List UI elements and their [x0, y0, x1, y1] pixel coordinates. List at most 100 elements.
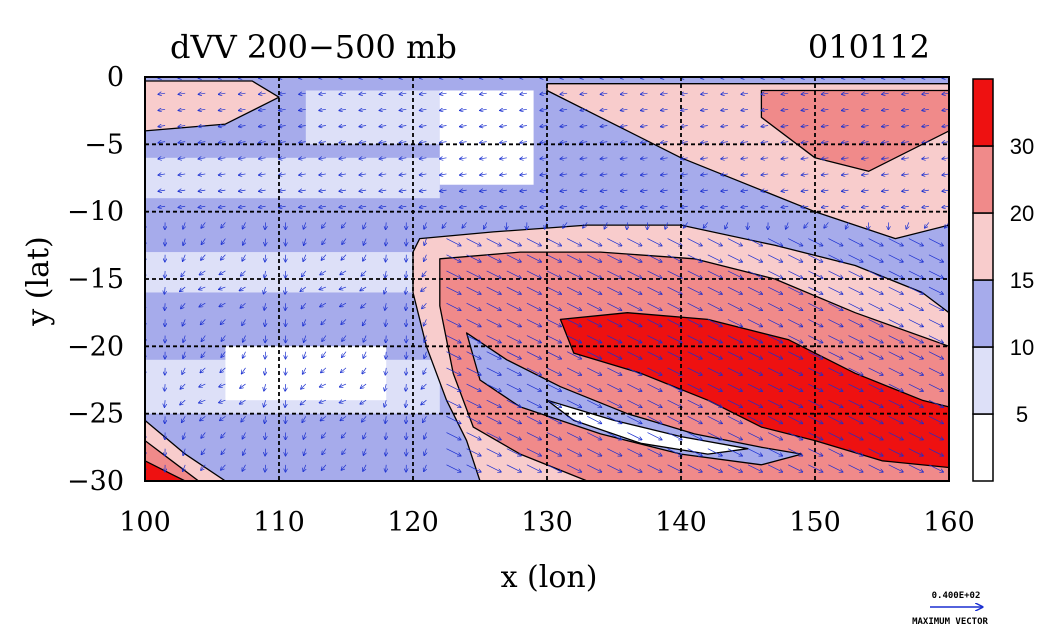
wind-vector — [842, 125, 849, 126]
wind-vector — [641, 109, 648, 110]
wind-vector — [661, 142, 668, 143]
wind-vector — [399, 174, 407, 175]
wind-vector — [384, 286, 386, 294]
wind-vector — [546, 383, 561, 391]
wind-vector — [707, 416, 722, 423]
wind-vector — [183, 432, 185, 440]
wind-vector — [600, 93, 608, 94]
wind-vector — [587, 254, 601, 262]
wind-vector — [888, 351, 903, 359]
light-blue-band — [145, 157, 440, 199]
wind-vector — [321, 254, 327, 260]
wind-vector — [319, 93, 326, 94]
wind-vector — [848, 270, 863, 278]
wind-vector — [727, 448, 742, 456]
wind-vector — [647, 335, 662, 343]
wind-vector — [500, 125, 507, 126]
wind-vector — [221, 238, 226, 245]
wind-vector — [339, 142, 347, 143]
wind-vector — [667, 399, 682, 407]
wind-vector — [687, 367, 702, 375]
wind-vector — [767, 383, 782, 391]
wind-vector — [620, 125, 628, 126]
wind-vector — [928, 432, 943, 440]
wind-vector — [259, 190, 266, 191]
wind-vector — [322, 448, 327, 455]
wind-vector — [566, 464, 581, 472]
wind-vector — [661, 190, 668, 191]
wind-vector — [727, 238, 742, 246]
wind-vector — [821, 125, 829, 126]
wind-vector — [359, 142, 367, 143]
wind-vector — [908, 270, 923, 278]
wind-vector — [319, 109, 326, 110]
wind-vector — [828, 432, 842, 440]
wind-vector — [506, 270, 521, 278]
wind-vector — [707, 302, 722, 310]
wind-vector — [446, 319, 461, 326]
wind-vector — [908, 480, 910, 481]
wind-vector — [384, 400, 386, 407]
wind-vector — [560, 125, 568, 126]
wind-vector — [566, 302, 581, 310]
wind-vector — [948, 448, 949, 450]
wind-vector — [158, 93, 166, 94]
x-tick-label: 110 — [253, 507, 305, 538]
wind-vector — [908, 399, 923, 407]
wind-vector — [788, 254, 802, 262]
wind-vector — [627, 448, 641, 456]
wind-vector — [862, 206, 869, 207]
wind-vector — [201, 254, 206, 260]
wind-vector — [201, 432, 206, 439]
wind-vector — [701, 125, 708, 126]
y-tick-label: −10 — [67, 197, 124, 228]
wind-vector — [506, 464, 521, 472]
reference-vector-value: 0.400E+02 — [932, 591, 981, 601]
wind-vector — [198, 93, 206, 94]
wind-vector — [422, 303, 427, 308]
x-tick-label: 130 — [521, 507, 573, 538]
wind-vector — [239, 142, 246, 143]
wind-vector — [741, 158, 749, 159]
wind-vector — [423, 416, 427, 422]
wind-vector — [741, 190, 749, 191]
wind-vector — [182, 416, 186, 422]
wind-vector — [486, 448, 501, 456]
wind-vector — [241, 270, 246, 276]
wind-vector — [506, 448, 521, 456]
wind-vector — [928, 399, 943, 407]
wind-vector — [363, 254, 367, 261]
wind-vector — [500, 206, 507, 207]
wind-vector — [620, 142, 628, 143]
wind-vector — [948, 367, 949, 369]
wind-vector — [902, 109, 909, 110]
wind-vector — [902, 206, 909, 207]
wind-vector — [788, 351, 802, 359]
wind-vector — [908, 383, 923, 391]
wind-vector — [908, 464, 923, 472]
wind-vector — [342, 351, 347, 358]
wind-vector — [828, 399, 842, 407]
wind-vector — [480, 206, 487, 207]
wind-vector — [440, 174, 447, 175]
wind-vector — [942, 125, 949, 126]
wind-vector — [442, 222, 447, 228]
wind-vector — [360, 383, 367, 388]
wind-vector — [342, 432, 347, 438]
wind-vector — [546, 270, 561, 278]
wind-vector — [466, 351, 481, 359]
wind-vector — [243, 238, 246, 245]
wind-vector — [446, 448, 461, 456]
wind-vector — [259, 125, 266, 126]
wind-vector — [747, 351, 762, 359]
wind-vector — [620, 109, 628, 110]
wind-vector — [607, 432, 621, 440]
wind-vector — [781, 206, 789, 207]
wind-vector — [506, 432, 521, 440]
wind-vector — [320, 302, 327, 306]
wind-vector — [788, 383, 802, 391]
wind-vector — [304, 335, 306, 343]
wind-vector — [627, 254, 641, 262]
wind-vector — [661, 125, 668, 126]
wind-vector — [667, 416, 682, 423]
